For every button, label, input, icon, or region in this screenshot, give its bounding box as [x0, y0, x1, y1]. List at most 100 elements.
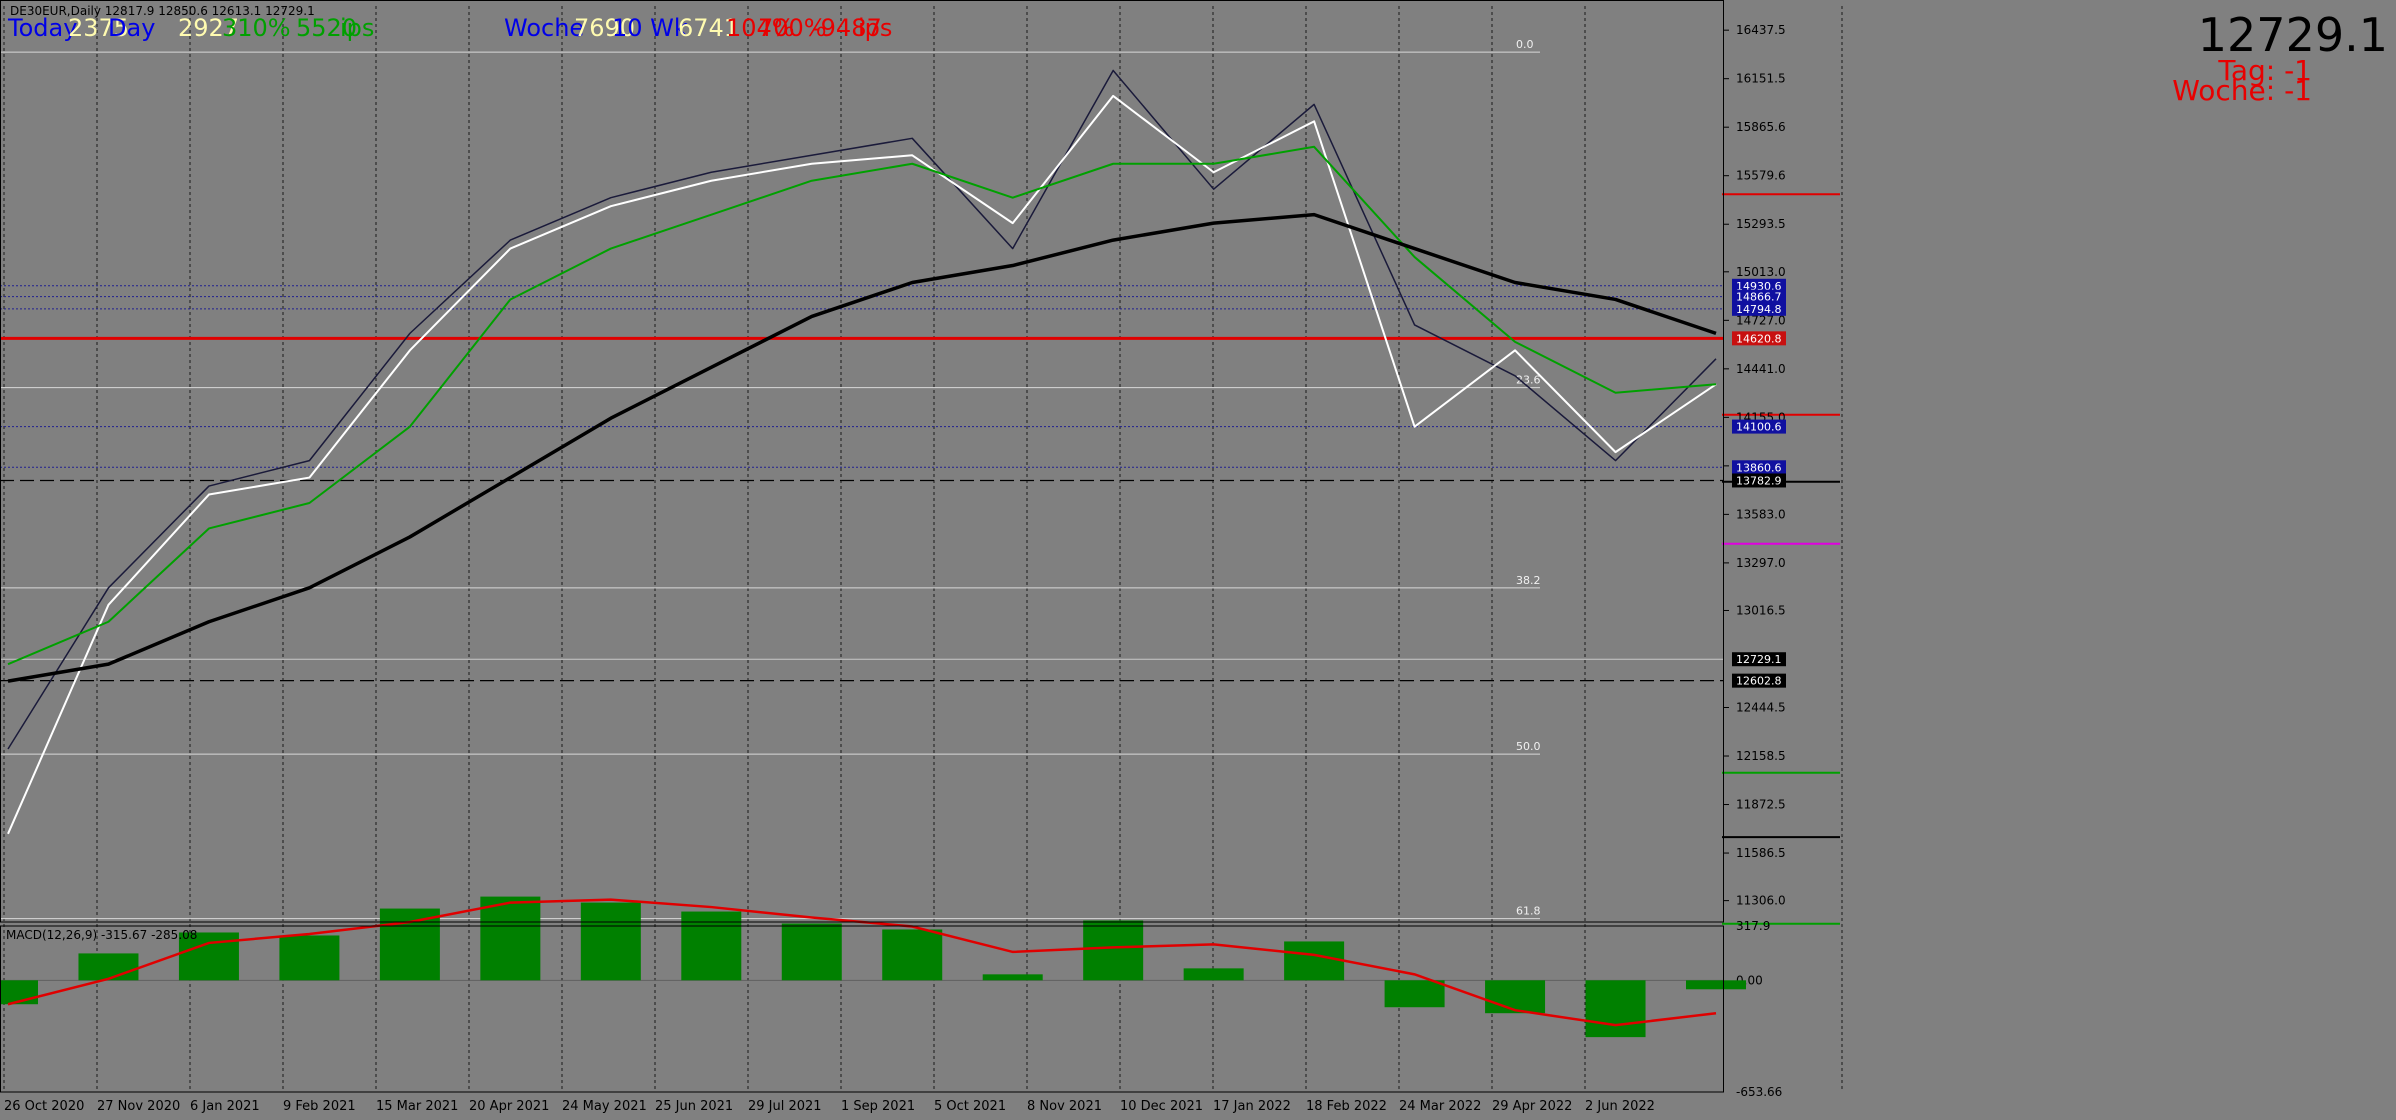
fib-label: 23.6 [1516, 374, 1541, 387]
price-label-box [1732, 673, 1786, 688]
macd-tick-label: -653.66 [1736, 1085, 1782, 1099]
price-label-box [1732, 460, 1786, 475]
fib-label: 0.0 [1516, 38, 1534, 51]
price-label: 12729.1 [1736, 653, 1782, 666]
price-label-box [1732, 278, 1786, 293]
price-label-box [1732, 652, 1786, 667]
macd-panel: 317.90.00-653.66 [0, 896, 1782, 1099]
x-tick-label: 26 Oct 2020 [4, 1099, 84, 1114]
points-b: ips [340, 14, 375, 42]
x-tick-label: 8 Nov 2021 [1027, 1099, 1102, 1114]
y-tick-label: 15579.6 [1736, 169, 1786, 183]
woche-label: Woche: -1 [2172, 74, 2312, 107]
fibonacci-levels: 0.0 23.6 38.2 50.0 61.8 [0, 38, 1541, 920]
price-label: 12602.8 [1736, 675, 1782, 688]
x-tick-label: 2 Jun 2022 [1585, 1099, 1655, 1114]
y-tick-label: 16437.5 [1736, 23, 1786, 37]
price-label: 13782.9 [1736, 474, 1782, 487]
y-tick-label: 15013.0 [1736, 265, 1786, 279]
y-tick-label: 13297.0 [1736, 556, 1786, 570]
price-label: 14866.7 [1736, 291, 1782, 304]
points-a: 5520 [296, 14, 358, 42]
y-tick-label: 11586.5 [1736, 846, 1786, 860]
x-tick-label: 1 Sep 2021 [841, 1099, 915, 1114]
y-tick-label: 14727.0 [1736, 313, 1786, 327]
macd-bar [1083, 920, 1144, 981]
price-label: 14930.6 [1736, 280, 1782, 293]
macd-bar [480, 896, 541, 981]
y-tick-label: 13583.0 [1736, 507, 1786, 521]
macd-bar [882, 929, 943, 981]
fib-label: 50.0 [1516, 740, 1541, 753]
price-label-box [1732, 331, 1786, 346]
macd-bar [982, 974, 1043, 981]
x-tick-label: 5 Oct 2021 [934, 1099, 1006, 1114]
macd-bar [1585, 980, 1646, 1038]
wk-value: 6741 [678, 14, 740, 42]
macd-bar [379, 908, 440, 981]
macd-bar [681, 911, 742, 981]
today-label: Today [8, 14, 78, 42]
symbol-info: DE30EUR,Daily 12817.9 12850.6 12613.1 12… [10, 4, 315, 18]
series-layer [7, 69, 1717, 835]
day-value: 2927 [178, 14, 240, 42]
price-label: 14794.8 [1736, 303, 1782, 316]
woche-stat-label: Woche [504, 14, 585, 42]
x-tick-label: 24 Mar 2022 [1399, 1099, 1481, 1114]
price-label-box [1732, 419, 1786, 434]
x-tick-label: 24 May 2021 [562, 1099, 647, 1114]
y-tick-label: 16151.5 [1736, 72, 1786, 86]
macd-bar [1686, 980, 1746, 990]
x-tick-label: 18 Feb 2022 [1306, 1099, 1387, 1114]
grid [3, 6, 1843, 1092]
macd-bar [78, 953, 139, 981]
series-ma_mid [7, 145, 1717, 666]
price-label-box [1732, 289, 1786, 304]
macd-bar [781, 923, 842, 981]
series-ma_slow [7, 212, 1717, 683]
points-d: ips [858, 14, 893, 42]
y-tick-label: 11872.5 [1736, 798, 1786, 812]
macd-bar [1485, 980, 1546, 1014]
series-ma_fast [7, 94, 1717, 835]
pct-c: 700% [758, 14, 827, 42]
macd-bar [580, 902, 641, 981]
macd-label: MACD(12,26,9) -315.67 -285.08 [6, 928, 198, 942]
x-tick-label: 17 Jan 2022 [1213, 1099, 1291, 1114]
y-tick-label: 12158.5 [1736, 749, 1786, 763]
points-c: -9487 [812, 14, 882, 42]
macd-tick-label: 317.9 [1736, 919, 1770, 933]
x-tick-label: 10 Dec 2021 [1120, 1099, 1203, 1114]
woche-value: 7690 [574, 14, 636, 42]
main-frame [0, 0, 1724, 923]
price-label-box [1732, 473, 1786, 488]
price-label-box [1732, 301, 1786, 316]
last-price: 12729.1 [2197, 8, 2388, 62]
x-tick-label: 20 Apr 2021 [469, 1099, 549, 1114]
y-tick-label: 13016.5 [1736, 603, 1786, 617]
macd-bar [1284, 941, 1345, 981]
pct-b: 104% [726, 14, 795, 42]
pct-a: 310% [222, 14, 291, 42]
x-tick-label: 29 Jul 2021 [748, 1099, 822, 1114]
price-label: 14100.6 [1736, 421, 1782, 434]
macd-frame [0, 925, 1724, 1093]
x-tick-label: 29 Apr 2022 [1492, 1099, 1572, 1114]
today-value: 2375 [68, 14, 130, 42]
y-tick-label: 14441.0 [1736, 362, 1786, 376]
y-tick-label: 15293.5 [1736, 217, 1786, 231]
axes: 26 Oct 2020 27 Nov 2020 6 Jan 2021 9 Feb 20… [0, 0, 1786, 1114]
macd-bar [279, 935, 340, 981]
y-tick-label: 11306.0 [1736, 894, 1786, 908]
x-tick-label: 9 Feb 2021 [283, 1099, 356, 1114]
series-price [7, 69, 1717, 750]
price-label: 14620.8 [1736, 332, 1782, 345]
x-tick-label: 6 Jan 2021 [190, 1099, 260, 1114]
macd-bar [1183, 968, 1244, 981]
macd-bar [1384, 980, 1445, 1008]
y-tick-label: 12444.5 [1736, 701, 1786, 715]
price-label: 13860.6 [1736, 461, 1782, 474]
fib-label: 38.2 [1516, 574, 1541, 587]
fib-label: 61.8 [1516, 905, 1541, 918]
